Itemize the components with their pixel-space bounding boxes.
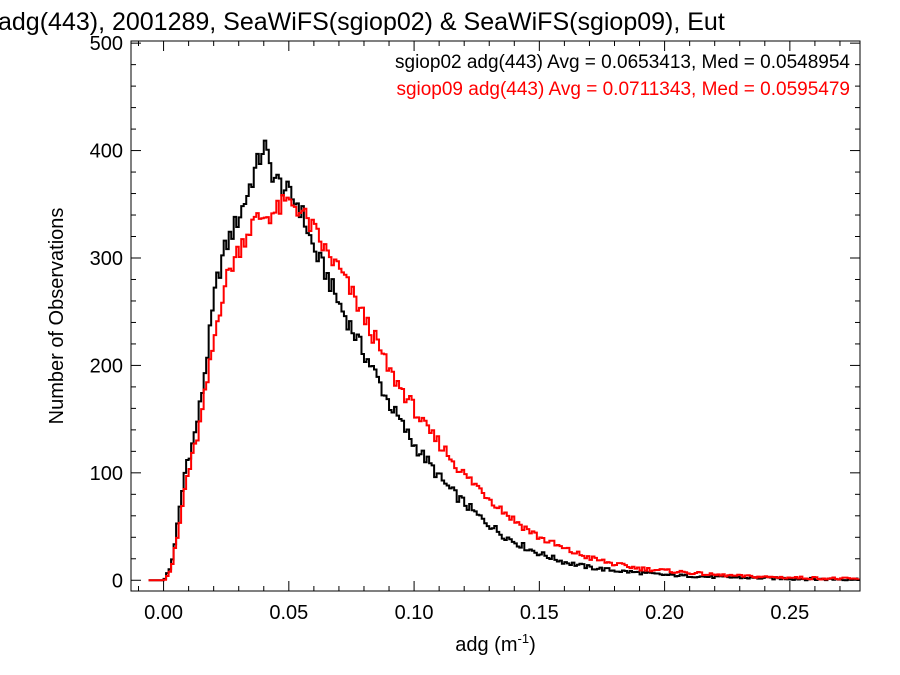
y-tick-label: 300 (90, 248, 123, 270)
x-tick-label: 0.10 (395, 602, 434, 624)
series-layer (148, 139, 860, 582)
series-line-sgiop09 (148, 194, 860, 582)
legend-entry-sgiop02: sgiop02 adg(443) Avg = 0.0653413, Med = … (395, 52, 850, 73)
legend-entry-sgiop09: sgiop09 adg(443) Avg = 0.0711343, Med = … (396, 79, 850, 100)
x-axis-label-main: adg (m (455, 634, 517, 656)
x-axis-label-close: ) (529, 634, 536, 656)
ticks-layer: 0.00 0.05 0.10 0.15 0.20 0.25 0 100 200 300 400 500 (90, 33, 860, 624)
x-tick-label: 0.20 (645, 602, 684, 624)
y-axis-label: Number of Observations (46, 208, 68, 425)
y-tick-label: 500 (90, 33, 123, 55)
plot-frame (130, 40, 861, 592)
chart-title: adg(443), 2001289, SeaWiFS(sgiop02) & Se… (0, 8, 725, 36)
y-tick-label: 100 (90, 463, 123, 485)
x-tick-label: 0.05 (269, 602, 308, 624)
y-tick-label: 0 (112, 570, 123, 592)
x-axis-label: adg (m-1) (455, 631, 535, 656)
y-tick-label: 200 (90, 355, 123, 377)
y-tick-label: 400 (90, 141, 123, 163)
x-tick-label: 0.15 (520, 602, 559, 624)
series-line-sgiop02 (148, 139, 860, 582)
x-tick-label: 0.25 (770, 602, 809, 624)
x-tick-label: 0.00 (144, 602, 183, 624)
x-axis-label-superscript: -1 (518, 631, 530, 646)
